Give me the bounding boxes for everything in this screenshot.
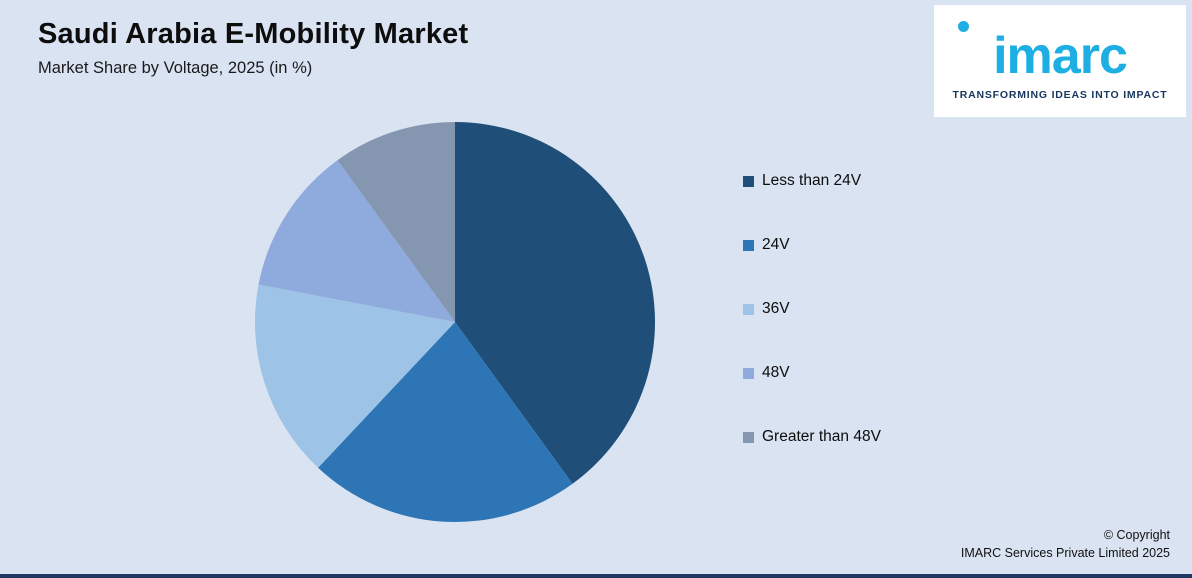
pie-chart [255,122,655,522]
bottom-accent-bar [0,574,1192,578]
legend-item-1: 24V [743,236,881,254]
legend: Less than 24V 24V 36V 48V Greater than 48V [743,172,881,446]
legend-swatch [743,303,754,315]
legend-label: 48V [762,364,790,381]
legend-item-0: Less than 24V [743,172,881,190]
legend-label: 36V [762,300,790,317]
copyright-line2: IMARC Services Private Limited 2025 [960,545,1170,560]
pie-slice-1 [318,322,573,522]
pie-slice-3 [258,160,455,322]
page-subtitle: Market Share by Voltage, 2025 (in %) [38,59,313,77]
copyright-line1: © Copyright [1103,527,1170,542]
imarc-logo: imarc TRANSFORMING IDEAS INTO IMPACT [934,5,1186,117]
copyright: © Copyright IMARC Services Private Limit… [961,526,1170,562]
pie-slice-4 [337,122,455,322]
legend-item-2: 36V [743,300,881,318]
legend-swatch [743,431,754,443]
logo-dot-icon [958,21,969,33]
legend-item-3: 48V [743,364,881,382]
pie-chart-area [245,112,665,532]
legend-swatch [743,367,754,379]
legend-label: Less than 24V [762,172,862,189]
legend-label: 24V [762,236,790,253]
logo-tagline: TRANSFORMING IDEAS INTO IMPACT [952,88,1168,101]
pie-slice-0 [455,122,655,484]
pie-slice-2 [255,284,455,468]
legend-swatch [743,175,754,187]
page-title: Saudi Arabia E-Mobility Market [38,18,469,50]
legend-swatch [743,239,754,251]
legend-item-4: Greater than 48V [743,428,881,446]
legend-label: Greater than 48V [762,428,881,445]
header: Saudi Arabia E-Mobility Market Market Sh… [38,18,468,78]
logo-text: imarc [993,27,1128,86]
